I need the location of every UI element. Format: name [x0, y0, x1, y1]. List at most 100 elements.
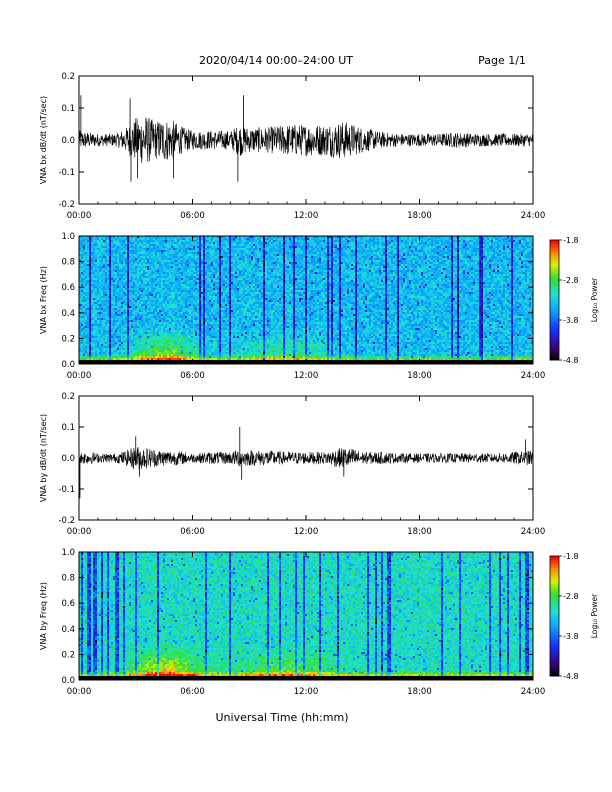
spectrogram-cell	[123, 242, 126, 245]
spectrogram-cell	[87, 256, 90, 259]
spectrogram-cell	[127, 358, 130, 361]
spectrogram-cell	[125, 256, 128, 259]
spectrogram-cell	[79, 338, 82, 341]
spectrogram-cell	[101, 248, 104, 251]
spectrogram-cell	[87, 282, 90, 285]
spectrogram-cell	[143, 334, 146, 337]
spectrogram-cell	[81, 350, 84, 353]
spectrogram-cell	[113, 354, 116, 357]
spectrogram-cell	[195, 330, 198, 333]
spectrogram-cell	[87, 334, 90, 337]
spectrogram-cell	[225, 302, 228, 305]
spectrogram-cell	[187, 324, 190, 327]
spectrogram-cell	[109, 276, 112, 279]
spectrogram-cell	[203, 276, 206, 279]
spectrogram-cell	[217, 350, 220, 353]
spectrogram-cell	[107, 340, 110, 343]
spectrogram-cell	[211, 276, 214, 279]
spectrogram-cell	[99, 294, 102, 297]
spectrogram-cell	[163, 350, 166, 353]
spectrogram-cell	[121, 238, 124, 241]
spectrogram-cell	[197, 298, 200, 301]
spectrogram-cell	[169, 240, 172, 243]
spectrogram-cell	[223, 266, 226, 269]
spectrogram-cell	[189, 286, 192, 289]
spectrogram-cell	[125, 326, 128, 329]
spectrogram-cell	[231, 324, 234, 327]
spectrogram-cell	[103, 248, 106, 251]
spectrogram-cell	[113, 302, 116, 305]
spectrogram-cell	[213, 358, 216, 361]
spectrogram-cell	[167, 272, 170, 275]
spectrogram-cell	[181, 254, 184, 257]
spectrogram-cell	[227, 240, 230, 243]
spectrogram-cell	[121, 300, 124, 303]
spectrogram-cell	[207, 312, 210, 315]
spectrogram-cell	[91, 308, 94, 311]
spectrogram-cell	[149, 266, 152, 269]
spectrogram-cell	[207, 240, 210, 243]
spectrogram-cell	[139, 308, 142, 311]
spectrogram-cell	[105, 338, 108, 341]
spectrogram-cell	[113, 246, 116, 249]
spectrogram-cell	[109, 266, 112, 269]
spectrogram-cell	[181, 324, 184, 327]
spectrogram-cell	[229, 286, 232, 289]
spectrogram-cell	[227, 244, 230, 247]
spectrogram-cell	[83, 318, 86, 321]
spectrogram-cell	[229, 340, 232, 343]
spectrogram-cell	[151, 296, 154, 299]
spectrogram-cell	[101, 264, 104, 267]
spectrogram-cell	[101, 238, 104, 241]
spectrogram-cell	[219, 320, 222, 323]
spectrogram-cell	[149, 290, 152, 293]
spectrogram-cell	[127, 350, 130, 353]
spectrogram-cell	[231, 310, 234, 313]
spectrogram-cell	[177, 276, 180, 279]
spectrogram-cell	[171, 308, 174, 311]
spectrogram-cell	[167, 244, 170, 247]
spectrogram-cell	[189, 310, 192, 313]
spectrogram-cell	[213, 310, 216, 313]
spectrogram-cell	[131, 312, 134, 315]
spectrogram-cell	[147, 308, 150, 311]
spectrogram-cell	[131, 314, 134, 317]
spectrogram-cell	[201, 290, 204, 293]
spectrogram-cell	[169, 276, 172, 279]
spectrogram-cell	[99, 352, 102, 355]
spectrogram-cell	[95, 356, 98, 359]
spectrogram-cell	[143, 316, 146, 319]
spectrogram-cell	[105, 290, 108, 293]
spectrogram-cell	[201, 346, 204, 349]
spectrogram-cell	[125, 310, 128, 313]
spectrogram-cell	[107, 276, 110, 279]
spectrogram-cell	[91, 278, 94, 281]
spectrogram-cell	[103, 252, 106, 255]
spectrogram-cell	[229, 242, 232, 245]
spectrogram-cell	[197, 346, 200, 349]
spectrogram-cell	[97, 260, 100, 263]
spectrogram-cell	[145, 300, 148, 303]
spectrogram-cell	[151, 310, 154, 313]
spectrogram-cell	[177, 350, 180, 353]
spectrogram-cell	[201, 270, 204, 273]
spectrogram-cell	[175, 238, 178, 241]
spectrogram-cell	[117, 256, 120, 259]
spectrogram-cell	[115, 330, 118, 333]
spectrogram-cell	[151, 304, 154, 307]
spectrogram-cell	[165, 322, 168, 325]
spectrogram-cell	[225, 328, 228, 331]
spectrogram-cell	[117, 314, 120, 317]
spectrogram-cell	[139, 328, 142, 331]
spectrogram-cell	[121, 326, 124, 329]
spectrogram-cell	[169, 260, 172, 263]
spectrogram-cell	[129, 332, 132, 335]
spectrogram-cell	[109, 280, 112, 283]
spectrogram-cell	[167, 318, 170, 321]
spectrogram-cell	[229, 336, 232, 339]
spectrogram-cell	[229, 302, 232, 305]
spectrogram-cell	[97, 276, 100, 279]
spectrogram-cell	[145, 238, 148, 241]
spectrogram-cell	[157, 326, 160, 329]
spectrogram-cell	[175, 246, 178, 249]
